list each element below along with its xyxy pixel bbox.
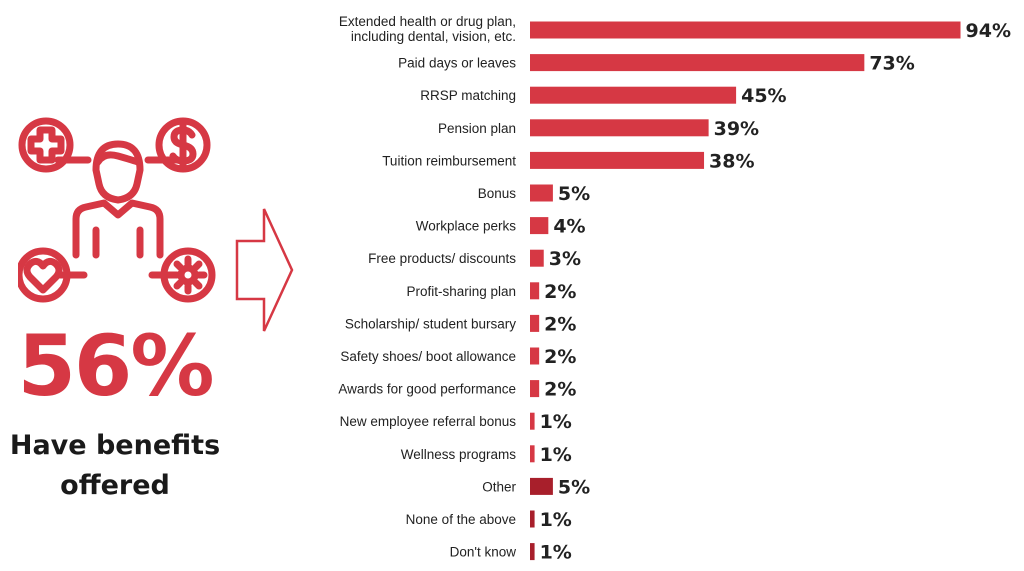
category-label: Paid days or leaves — [398, 56, 516, 71]
category-label: None of the above — [406, 512, 516, 527]
category-label: Workplace perks — [416, 219, 517, 234]
benefits-caption: Have benefits offered — [0, 426, 230, 506]
bar — [530, 445, 535, 463]
category-label: Profit-sharing plan — [406, 284, 516, 299]
category-label: Tuition reimbursement — [382, 153, 516, 168]
category-label: Free products/ discounts — [368, 251, 516, 266]
bar — [530, 86, 737, 104]
value-label: 1% — [540, 542, 572, 564]
value-label: 3% — [549, 248, 581, 270]
caption-line: offered — [60, 470, 170, 501]
bar — [530, 412, 535, 430]
gear-icon — [160, 247, 216, 303]
bar — [530, 249, 544, 267]
value-label: 73% — [869, 53, 914, 75]
bar — [530, 477, 553, 495]
bar — [530, 54, 865, 72]
value-label: 2% — [544, 379, 576, 401]
value-label: 2% — [544, 313, 576, 335]
category-label: New employee referral bonus — [340, 414, 517, 429]
person-icon — [72, 140, 164, 259]
heart-icon — [18, 247, 71, 303]
value-label: 1% — [540, 444, 572, 466]
bar — [530, 282, 540, 300]
bar — [530, 314, 540, 332]
category-label: Other — [482, 479, 516, 494]
category-label: Bonus — [478, 186, 517, 201]
bar — [530, 380, 540, 398]
bar — [530, 151, 705, 169]
bar — [530, 347, 540, 365]
category-label: Don't know — [450, 545, 517, 560]
value-label: 2% — [544, 281, 576, 303]
category-label: Extended health or drug plan, including d… — [339, 14, 516, 44]
bar — [530, 184, 553, 202]
value-label: 1% — [540, 411, 572, 433]
value-label: 94% — [966, 20, 1011, 42]
bar — [530, 217, 549, 235]
value-label: 39% — [714, 118, 759, 140]
category-label: RRSP matching — [420, 88, 516, 103]
category-label: Wellness programs — [401, 447, 517, 462]
bar — [530, 21, 961, 39]
benefits-percent: 56% — [17, 317, 214, 415]
value-label: 4% — [553, 216, 585, 238]
bar — [530, 119, 709, 137]
value-label: 5% — [558, 476, 590, 498]
value-label: 2% — [544, 346, 576, 368]
value-label: 1% — [540, 509, 572, 531]
category-label: Scholarship/ student bursary — [345, 316, 516, 331]
bar — [530, 510, 535, 528]
right-arrow-icon — [235, 208, 294, 332]
summary-panel: 56% Have benefits offered — [0, 0, 230, 571]
bar — [530, 543, 535, 561]
benefits-bar-chart: Extended health or drug plan, including d… — [338, 14, 1011, 564]
value-label: 45% — [741, 85, 786, 107]
caption-line: Have benefits — [9, 430, 221, 461]
dollar-icon — [155, 117, 211, 173]
value-label: 38% — [709, 150, 754, 172]
category-label: Safety shoes/ boot allowance — [340, 349, 516, 364]
medical-cross-icon — [18, 117, 74, 173]
benefits-icon-cluster — [18, 117, 216, 303]
value-label: 5% — [558, 183, 590, 205]
category-label: Pension plan — [438, 121, 516, 136]
category-label: Awards for good performance — [338, 382, 516, 397]
